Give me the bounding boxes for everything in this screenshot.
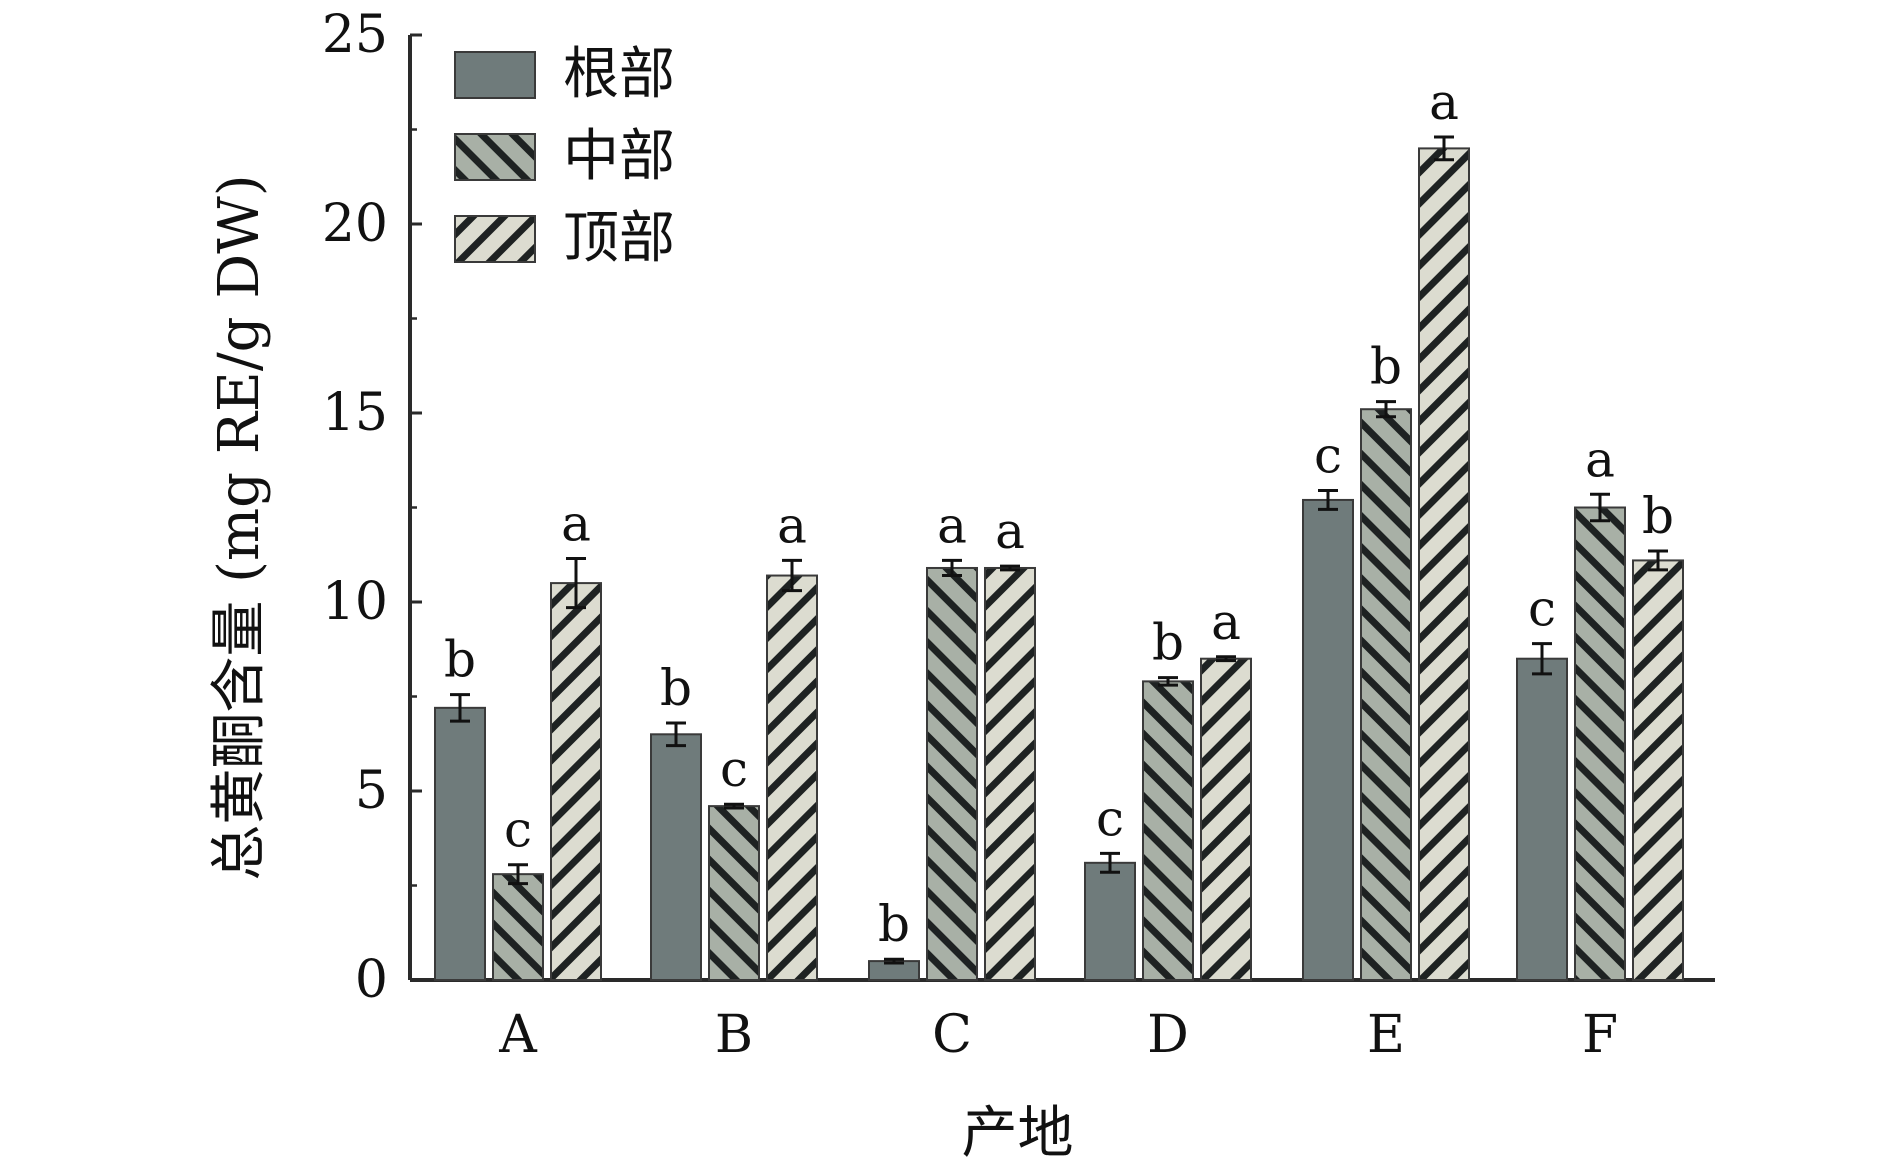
x-tick-label: D <box>1147 1005 1189 1065</box>
y-tick-label: 20 <box>322 194 388 254</box>
x-tick-label: B <box>715 1005 753 1065</box>
bar <box>766 574 818 981</box>
bar <box>708 805 760 981</box>
bar <box>984 566 1036 981</box>
significance-label: c <box>1314 426 1342 484</box>
significance-label: c <box>504 801 532 859</box>
significance-label: a <box>937 496 967 554</box>
x-axis-title: 产地 <box>962 1101 1074 1166</box>
significance-label: b <box>1642 487 1674 545</box>
y-tick-label: 15 <box>322 383 388 443</box>
x-tick-label: A <box>498 1005 538 1065</box>
bar <box>1142 680 1194 981</box>
bar <box>1360 408 1412 982</box>
bar <box>1302 498 1354 981</box>
significance-label: a <box>777 496 807 554</box>
significance-label: b <box>660 659 692 717</box>
y-tick-label: 0 <box>355 950 388 1010</box>
bar <box>434 706 486 982</box>
significance-label: a <box>995 502 1025 560</box>
bar <box>1084 861 1136 982</box>
bar <box>1632 559 1684 981</box>
legend-label: 顶部 <box>563 206 675 271</box>
legend-swatch <box>454 133 536 181</box>
significance-label: c <box>720 740 748 798</box>
bar <box>926 566 978 981</box>
significance-label: a <box>1211 593 1241 651</box>
bar <box>550 582 602 981</box>
legend-swatch <box>454 51 536 99</box>
y-axis-title: 总黄酮含量 (mg RE/g DW) <box>207 174 272 880</box>
significance-label: a <box>561 495 591 553</box>
x-tick-label: C <box>932 1005 972 1065</box>
significance-label: b <box>1370 338 1402 396</box>
x-tick-label: E <box>1367 1005 1405 1065</box>
legend-label: 根部 <box>563 42 675 107</box>
y-tick-label: 10 <box>322 572 388 632</box>
significance-label: a <box>1429 73 1459 131</box>
x-tick-label: F <box>1582 1005 1618 1065</box>
significance-label: c <box>1528 580 1556 638</box>
significance-label: a <box>1585 430 1615 488</box>
bar <box>1574 506 1626 981</box>
significance-label: c <box>1096 789 1124 847</box>
significance-label: b <box>1152 614 1184 672</box>
significance-label: b <box>878 895 910 953</box>
y-tick-label: 5 <box>355 761 388 821</box>
significance-label: b <box>444 631 476 689</box>
bar <box>1516 657 1568 981</box>
legend-swatch <box>454 215 536 263</box>
bar <box>1418 147 1470 981</box>
bar <box>1200 657 1252 981</box>
legend-label: 中部 <box>563 124 675 189</box>
bar <box>650 733 702 981</box>
y-tick-label: 25 <box>322 5 388 65</box>
bar <box>492 873 544 981</box>
